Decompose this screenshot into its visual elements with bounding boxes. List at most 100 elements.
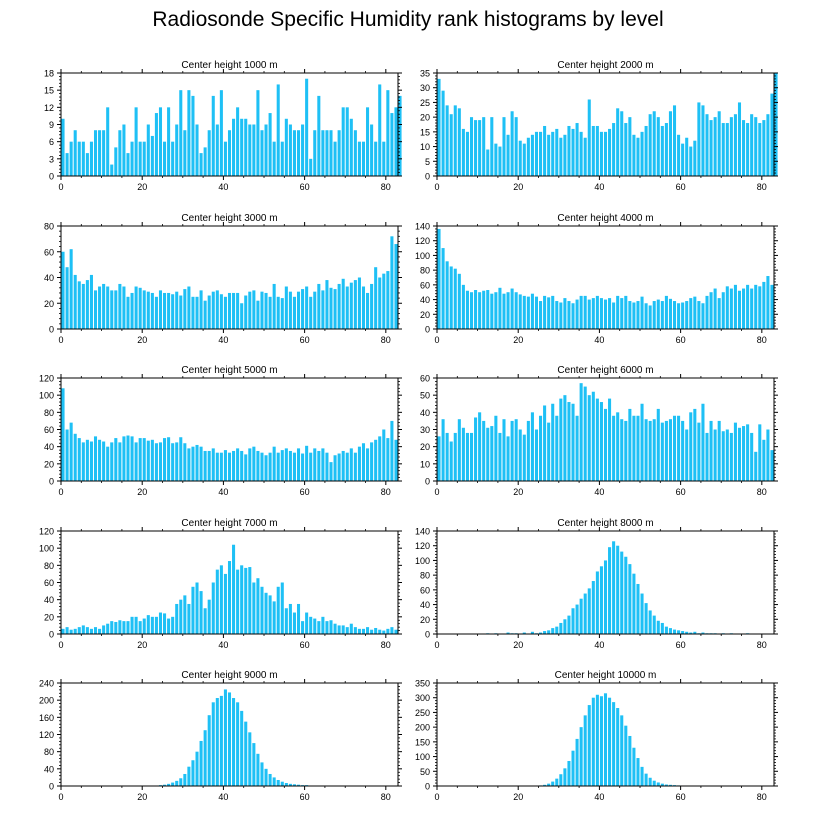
histogram-bar bbox=[575, 299, 579, 329]
histogram-bar bbox=[236, 569, 240, 635]
histogram-bar bbox=[390, 627, 394, 634]
histogram-bar bbox=[766, 429, 770, 481]
histogram-bar bbox=[313, 448, 317, 481]
histogram-bar bbox=[272, 283, 276, 329]
histogram-bar bbox=[374, 439, 378, 481]
histogram-bar bbox=[114, 438, 118, 481]
histogram-bar bbox=[530, 293, 534, 329]
histogram-bar bbox=[260, 130, 264, 176]
histogram-bar bbox=[81, 283, 85, 329]
histogram-bar bbox=[571, 303, 575, 329]
y-tick-label: 60 bbox=[420, 280, 430, 290]
histogram-bar bbox=[130, 141, 134, 176]
histogram-bar bbox=[183, 289, 187, 329]
histogram-bar bbox=[227, 292, 232, 329]
histogram-bar bbox=[227, 452, 232, 481]
histogram-bar bbox=[721, 431, 725, 481]
histogram-bar bbox=[240, 303, 244, 329]
histogram-bar bbox=[750, 114, 754, 176]
histogram-bar bbox=[457, 108, 461, 176]
histogram-bar bbox=[317, 95, 321, 176]
histogram-bar bbox=[644, 125, 648, 176]
histogram-bar bbox=[313, 618, 317, 634]
histogram-bar bbox=[583, 715, 587, 786]
y-tick-label: 40 bbox=[420, 295, 430, 305]
histogram-bar bbox=[378, 277, 382, 329]
histogram-bar bbox=[223, 450, 227, 481]
histogram-bar bbox=[211, 702, 215, 786]
y-tick-label: 120 bbox=[415, 236, 430, 246]
histogram-bar bbox=[677, 303, 681, 329]
histogram-bar bbox=[526, 137, 530, 176]
histogram-bar bbox=[357, 446, 361, 481]
histogram-bar bbox=[284, 783, 288, 786]
histogram-bar bbox=[150, 616, 154, 634]
histogram-bar bbox=[219, 565, 223, 634]
x-tick-label: 60 bbox=[300, 182, 310, 192]
histogram-bar bbox=[551, 131, 555, 176]
y-tick-label: 100 bbox=[415, 251, 430, 261]
y-tick-label: 20 bbox=[420, 615, 430, 625]
histogram-bar bbox=[725, 286, 729, 329]
histogram-bar bbox=[219, 695, 223, 787]
histogram-bar bbox=[163, 784, 167, 786]
y-tick-label: 30 bbox=[420, 425, 430, 435]
histogram-bar bbox=[345, 107, 349, 176]
histogram-bar bbox=[272, 601, 276, 634]
y-tick-label: 20 bbox=[420, 442, 430, 452]
histogram-bar bbox=[179, 90, 183, 176]
histogram-bar bbox=[441, 419, 445, 481]
histogram-bar bbox=[640, 766, 644, 786]
y-tick-label: 120 bbox=[415, 541, 430, 551]
histogram-bar bbox=[110, 442, 114, 482]
histogram-bar bbox=[685, 301, 689, 329]
x-tick-label: 80 bbox=[757, 792, 767, 802]
histogram-bar bbox=[603, 299, 608, 329]
y-tick-label: 6 bbox=[49, 137, 54, 147]
histogram-bar bbox=[482, 420, 486, 481]
histogram-bar bbox=[98, 439, 102, 481]
histogram-bar bbox=[227, 130, 232, 176]
histogram-bar bbox=[329, 620, 333, 634]
histogram-bar bbox=[175, 291, 179, 329]
y-tick-label: 80 bbox=[420, 266, 430, 276]
histogram-bar bbox=[746, 123, 750, 176]
histogram-bar bbox=[453, 268, 457, 329]
histogram-bar bbox=[652, 419, 656, 481]
histogram-bar bbox=[595, 571, 599, 634]
histogram-bar bbox=[85, 153, 89, 176]
histogram-bar bbox=[390, 236, 394, 329]
histogram-bar bbox=[98, 286, 102, 329]
histogram-bar bbox=[158, 442, 163, 482]
y-tick-label: 50 bbox=[420, 767, 430, 777]
y-tick-label: 60 bbox=[44, 578, 54, 588]
histogram-bar bbox=[215, 569, 219, 635]
histogram-bar bbox=[644, 773, 648, 786]
histogram-bar bbox=[296, 603, 301, 634]
y-tick-label: 40 bbox=[44, 764, 54, 774]
histogram-bar bbox=[288, 291, 292, 329]
histogram-bar bbox=[329, 462, 333, 481]
histogram-bar bbox=[179, 778, 183, 786]
histogram-bar bbox=[660, 783, 664, 786]
histogram-bar bbox=[187, 90, 191, 176]
histogram-bar bbox=[664, 626, 668, 634]
histogram-bar bbox=[394, 629, 398, 634]
histogram-bar bbox=[616, 295, 620, 329]
x-tick-label: 20 bbox=[513, 487, 523, 497]
y-tick-label: 200 bbox=[415, 723, 430, 733]
histogram-bar bbox=[292, 612, 296, 634]
histogram-bar bbox=[636, 758, 640, 786]
histogram-bar bbox=[522, 434, 526, 481]
histogram-bar bbox=[252, 446, 256, 481]
histogram-bar bbox=[154, 616, 158, 634]
histogram-bar bbox=[478, 292, 482, 329]
histogram-bar bbox=[130, 292, 134, 329]
main-title: Radiosonde Specific Humidity rank histog… bbox=[152, 8, 664, 31]
y-tick-label: 40 bbox=[420, 408, 430, 418]
histogram-bar bbox=[567, 402, 571, 481]
histogram-bar bbox=[215, 124, 219, 176]
histogram-bar bbox=[709, 420, 713, 481]
histogram-bar bbox=[284, 448, 288, 481]
histogram-bar bbox=[656, 620, 660, 634]
